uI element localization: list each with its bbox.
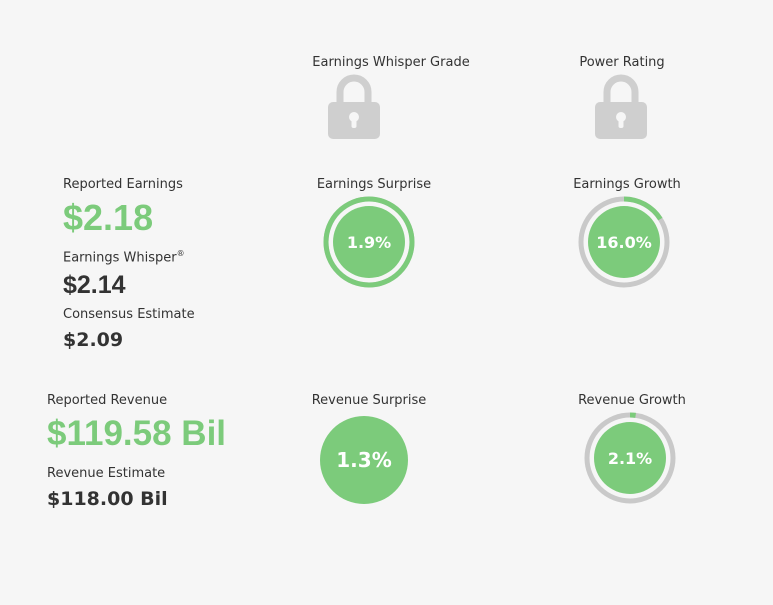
earnings-growth-value: 16.0% [596,232,652,252]
earnings-whisper-value: $2.14 [63,271,126,299]
whisper-grade-label: Earnings Whisper Grade [312,55,470,70]
revenue-estimate-label: Revenue Estimate [47,466,166,481]
consensus-estimate-label: Consensus Estimate [63,307,195,322]
reported-earnings-value: $2.18 [63,197,154,238]
revenue-surprise-value: 1.3% [336,448,392,472]
revenue-growth-label: Revenue Growth [578,393,686,408]
reported-revenue-label: Reported Revenue [47,393,168,408]
earnings-growth-label: Earnings Growth [573,177,681,192]
power-rating-label: Power Rating [579,55,665,70]
reported-earnings-label: Reported Earnings [63,177,183,192]
earnings-surprise-value: 1.9% [346,232,392,252]
reported-revenue-value: $119.58 Bil [47,414,227,453]
revenue-estimate-value: $118.00 Bil [47,488,168,510]
consensus-estimate-value: $2.09 [63,329,124,351]
revenue-surprise-gauge: 1.3% [319,415,409,505]
lock-icon [595,72,647,140]
lock-icon [328,72,380,140]
earnings-growth-gauge: 16.0% [578,196,670,288]
revenue-surprise-label: Revenue Surprise [311,393,427,408]
revenue-growth-value: 2.1% [607,448,653,468]
earnings-surprise-gauge: 1.9% [323,196,415,288]
revenue-growth-gauge: 2.1% [584,412,676,504]
earnings-whisper-label: Earnings Whisper® [63,249,185,266]
earnings-surprise-label: Earnings Surprise [316,177,432,192]
